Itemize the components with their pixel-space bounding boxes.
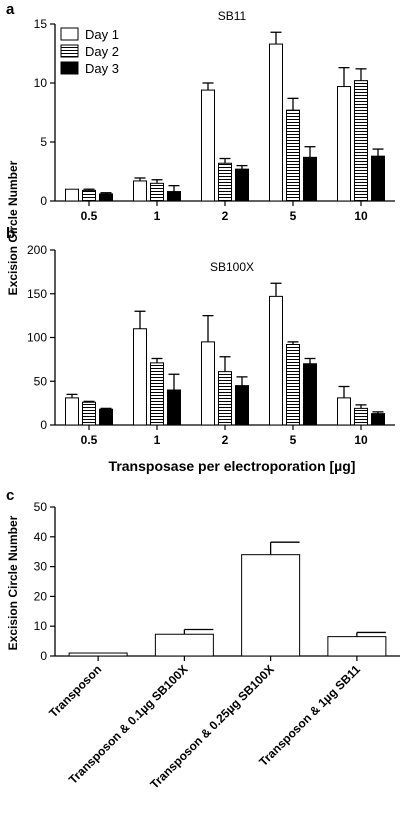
panel-b-bar xyxy=(303,363,317,426)
panel-letter-b: b xyxy=(6,225,15,242)
panel-c-bar xyxy=(68,652,128,657)
panel-b-bar xyxy=(201,341,215,426)
panel-b-bar xyxy=(167,389,181,426)
panel-b-x-tick-label: 5 xyxy=(290,433,297,447)
panel-a-x-tick-label: 2 xyxy=(222,209,229,223)
panel-a-title: SB11 xyxy=(218,9,247,23)
panel-a-x-tick-label: 0.5 xyxy=(81,209,98,223)
panel-a-legend-label: Day 2 xyxy=(85,44,119,59)
panel-a-bar xyxy=(201,89,215,202)
panel-c-x-tick-label: Transposon xyxy=(46,662,104,720)
panel-b-bar xyxy=(65,397,79,426)
panel-c-y-tick-label: 0 xyxy=(40,649,47,663)
panel-b-x-tick-label: 10 xyxy=(354,433,368,447)
panel-a-legend-label: Day 3 xyxy=(85,61,119,76)
panel-c-y-tick-label: 50 xyxy=(34,500,48,514)
panel-a-x-tick-label: 10 xyxy=(354,209,368,223)
panel-a-bar xyxy=(218,162,232,202)
panel-b-y-tick-label: 200 xyxy=(27,243,47,257)
panel-a-y-tick-label: 5 xyxy=(40,135,47,149)
panel-a-bar xyxy=(82,189,96,202)
panel-b-x-tick-label: 1 xyxy=(154,433,161,447)
panel-a-x-tick-label: 5 xyxy=(290,209,297,223)
panel-b-y-tick-label: 150 xyxy=(27,287,47,301)
panel-a-bar xyxy=(133,180,147,202)
panel-a-y-tick-label: 0 xyxy=(40,194,47,208)
panel-b-bar xyxy=(269,295,283,426)
panel-a-bar xyxy=(65,188,79,202)
panel-letter-a: a xyxy=(6,1,15,18)
panel-b-bar xyxy=(150,362,164,426)
panel-a-bar xyxy=(235,168,249,202)
panel-b-x-tick-label: 0.5 xyxy=(81,433,98,447)
panel-a-chart: SB11 0 5 10 15 0.5 1 2 5 10 Day 1 Day 2 Day 3 xyxy=(34,9,395,223)
panel-c-y-tick-label: 10 xyxy=(34,619,48,633)
panel-b-bar xyxy=(354,407,368,426)
panel-b-bar xyxy=(371,413,385,426)
panel-b-bar xyxy=(82,401,96,426)
panel-letter-c: c xyxy=(6,487,14,504)
panel-c-y-tick-label: 20 xyxy=(34,589,48,603)
panel-b-bar xyxy=(286,344,300,426)
panel-a-bar xyxy=(167,191,181,202)
panel-a-bar xyxy=(371,155,385,202)
panel-a-bar xyxy=(337,86,351,202)
panel-a-bar xyxy=(269,43,283,202)
panel-a-bar xyxy=(99,193,113,202)
panel-c-y-tick-label: 30 xyxy=(34,560,48,574)
panel-b-bar xyxy=(99,408,113,426)
panel-b-y-tick-label: 0 xyxy=(40,418,47,432)
panel-a-y-tick-label: 10 xyxy=(34,76,48,90)
panel-b-x-tick-label: 2 xyxy=(222,433,229,447)
panel-a-legend-label: Day 1 xyxy=(85,27,119,42)
panel-a-bar xyxy=(354,80,368,202)
panel-a-bar xyxy=(303,156,317,202)
panel-c-chart: Excision Circle Number 0 10 20 30 40 50 Transp… xyxy=(6,500,400,792)
panel-a-legend-swatch xyxy=(60,27,79,41)
panel-a-x-tick-label: 1 xyxy=(154,209,161,223)
panel-c-x-tick-label: Transposon & 1µg SB11 xyxy=(256,662,363,769)
panel-b-bar xyxy=(235,385,249,426)
panel-a-bar xyxy=(286,109,300,202)
panel-ab-y-axis-title: Excision Circle Number xyxy=(6,160,20,295)
panel-a-legend-swatch xyxy=(60,61,79,75)
panel-b-bar xyxy=(337,397,351,426)
panel-b-y-tick-label: 100 xyxy=(27,331,47,345)
panel-c-y-tick-label: 40 xyxy=(34,530,48,544)
panel-c-bar xyxy=(241,554,301,657)
panel-b-bar xyxy=(218,371,232,426)
panel-b-bar xyxy=(133,328,147,426)
panel-c-bar xyxy=(154,633,214,657)
panel-a-y-tick-label: 15 xyxy=(34,17,48,31)
panel-b-y-tick-label: 50 xyxy=(34,374,48,388)
panel-a-bar xyxy=(150,182,164,202)
panel-c-bar xyxy=(327,636,387,657)
panel-c-y-axis-title: Excision Circle Number xyxy=(6,515,20,650)
panel-b-x-axis-title: Transposase per electroporation [µg] xyxy=(109,458,356,474)
panel-b-chart: SB100X Transposase per electroporation [… xyxy=(27,243,395,474)
panel-b-title: SB100X xyxy=(210,260,254,274)
panel-a-legend-swatch xyxy=(60,44,79,58)
